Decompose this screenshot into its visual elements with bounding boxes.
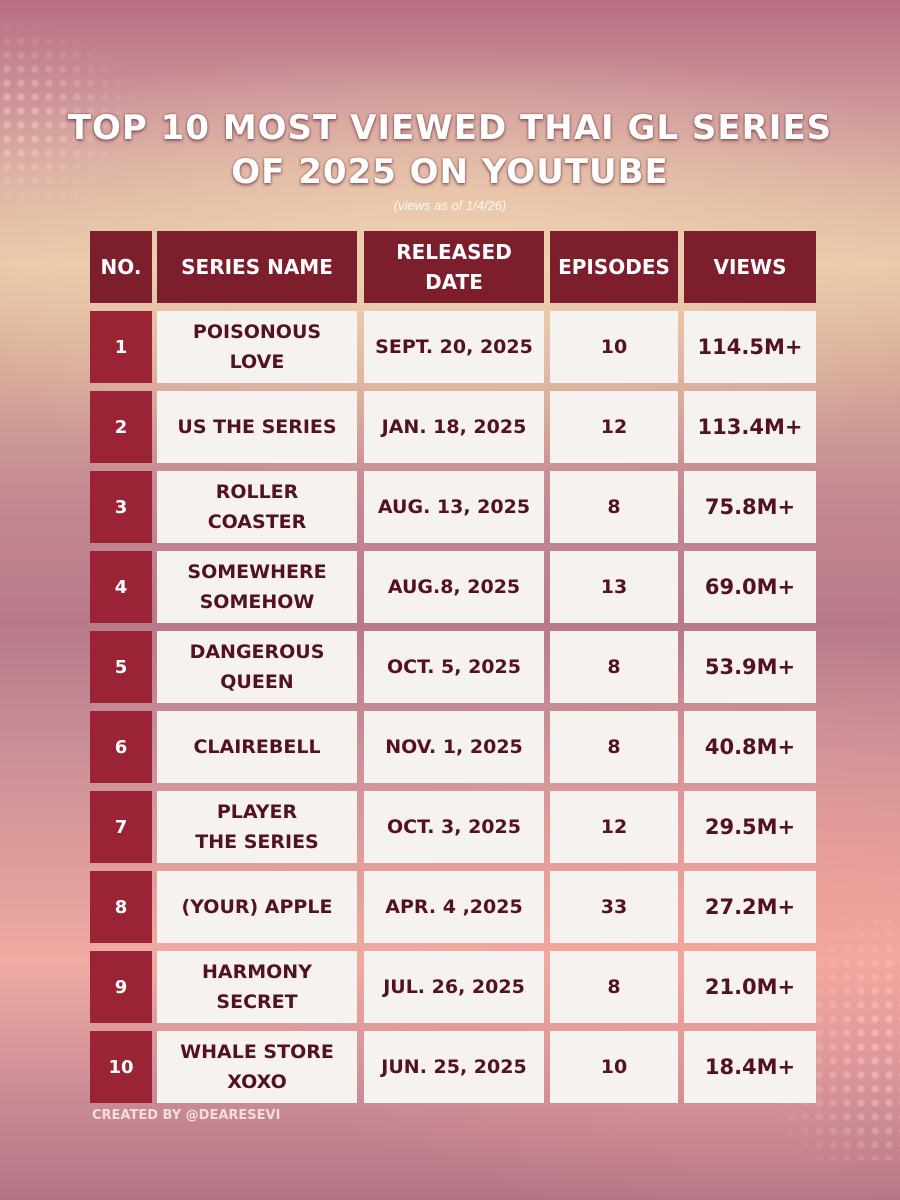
header-no: NO. bbox=[90, 231, 152, 303]
rank-number: 2 bbox=[90, 391, 152, 463]
series-name-line-1: WHALE STORE bbox=[180, 1041, 334, 1063]
series-name: PLAYER THE SERIES bbox=[157, 791, 357, 863]
halftone-dots-decoration bbox=[770, 900, 900, 1160]
title-line-2: OF 2025 ON YOUTUBE bbox=[231, 152, 669, 192]
header-date-line-2: DATE bbox=[425, 270, 483, 294]
series-name-line-1: POISONOUS bbox=[192, 321, 322, 343]
released-date: SEPT. 20, 2025 bbox=[364, 311, 544, 383]
released-date: JUL. 26, 2025 bbox=[364, 951, 544, 1023]
table-row: 8 (YOUR) APPLE APR. 4 ,2025 33 27.2M+ bbox=[90, 871, 816, 943]
episode-count: 13 bbox=[550, 551, 678, 623]
released-date: OCT. 3, 2025 bbox=[364, 791, 544, 863]
series-name: US THE SERIES bbox=[157, 391, 357, 463]
rank-number: 8 bbox=[90, 871, 152, 943]
released-date: JUN. 25, 2025 bbox=[364, 1031, 544, 1103]
released-date: JAN. 18, 2025 bbox=[364, 391, 544, 463]
rank-number: 3 bbox=[90, 471, 152, 543]
series-name-line-1: (YOUR) APPLE bbox=[181, 896, 333, 918]
page-subtitle: (views as of 1/4/26) bbox=[393, 198, 507, 213]
rank-number: 5 bbox=[90, 631, 152, 703]
episode-count: 12 bbox=[550, 791, 678, 863]
episode-count: 8 bbox=[550, 631, 678, 703]
released-date: AUG. 13, 2025 bbox=[364, 471, 544, 543]
table-row: 6 CLAIREBELL NOV. 1, 2025 8 40.8M+ bbox=[90, 711, 816, 783]
series-name: (YOUR) APPLE bbox=[157, 871, 357, 943]
series-name-line-2: SOMEHOW bbox=[199, 591, 315, 613]
table-row: 7 PLAYER THE SERIES OCT. 3, 2025 12 29.5M+ bbox=[90, 791, 816, 863]
table-row: 4 SOMEWHERE SOMEHOW AUG.8, 2025 13 69.0M+ bbox=[90, 551, 816, 623]
episode-count: 33 bbox=[550, 871, 678, 943]
series-name: CLAIREBELL bbox=[157, 711, 357, 783]
view-count: 29.5M+ bbox=[684, 791, 816, 863]
view-count: 114.5M+ bbox=[684, 311, 816, 383]
series-name-line-1: ROLLER bbox=[215, 481, 299, 503]
rank-number: 10 bbox=[90, 1031, 152, 1103]
view-count: 53.9M+ bbox=[684, 631, 816, 703]
episode-count: 8 bbox=[550, 471, 678, 543]
series-name: ROLLER COASTER bbox=[157, 471, 357, 543]
rank-number: 1 bbox=[90, 311, 152, 383]
series-name: HARMONY SECRET bbox=[157, 951, 357, 1023]
ranking-table: NO. SERIES NAME RELEASED DATE EPISODES V… bbox=[90, 231, 816, 1103]
series-name: POISONOUS LOVE bbox=[157, 311, 357, 383]
page-title: TOP 10 MOST VIEWED THAI GL SERIES OF 202… bbox=[0, 106, 900, 194]
rank-number: 4 bbox=[90, 551, 152, 623]
series-name: SOMEWHERE SOMEHOW bbox=[157, 551, 357, 623]
released-date: AUG.8, 2025 bbox=[364, 551, 544, 623]
view-count: 113.4M+ bbox=[684, 391, 816, 463]
rank-number: 7 bbox=[90, 791, 152, 863]
series-name-line-2: XOXO bbox=[227, 1071, 287, 1093]
header-date-line-1: RELEASED bbox=[396, 240, 512, 264]
series-name-line-2: QUEEN bbox=[220, 671, 294, 693]
series-name-line-2: LOVE bbox=[229, 351, 285, 373]
episode-count: 10 bbox=[550, 1031, 678, 1103]
series-name-line-1: CLAIREBELL bbox=[193, 736, 321, 758]
table-row: 2 US THE SERIES JAN. 18, 2025 12 113.4M+ bbox=[90, 391, 816, 463]
table-row: 10 WHALE STORE XOXO JUN. 25, 2025 10 18.4M+ bbox=[90, 1031, 816, 1103]
series-name-line-2: SECRET bbox=[216, 991, 298, 1013]
episode-count: 10 bbox=[550, 311, 678, 383]
table-header: NO. SERIES NAME RELEASED DATE EPISODES V… bbox=[90, 231, 816, 303]
series-name-line-1: HARMONY bbox=[202, 961, 312, 983]
table-row: 5 DANGEROUS QUEEN OCT. 5, 2025 8 53.9M+ bbox=[90, 631, 816, 703]
episode-count: 12 bbox=[550, 391, 678, 463]
series-name-line-1: US THE SERIES bbox=[177, 416, 337, 438]
rank-number: 9 bbox=[90, 951, 152, 1023]
series-name: WHALE STORE XOXO bbox=[157, 1031, 357, 1103]
series-name: DANGEROUS QUEEN bbox=[157, 631, 357, 703]
series-name-line-2: COASTER bbox=[207, 511, 307, 533]
header-series-name: SERIES NAME bbox=[157, 231, 357, 303]
view-count: 21.0M+ bbox=[684, 951, 816, 1023]
view-count: 69.0M+ bbox=[684, 551, 816, 623]
title-line-1: TOP 10 MOST VIEWED THAI GL SERIES bbox=[67, 108, 833, 148]
series-name-line-1: DANGEROUS bbox=[189, 641, 325, 663]
series-name-line-1: PLAYER bbox=[216, 801, 298, 823]
table-row: 9 HARMONY SECRET JUL. 26, 2025 8 21.0M+ bbox=[90, 951, 816, 1023]
released-date: NOV. 1, 2025 bbox=[364, 711, 544, 783]
table-row: 1 POISONOUS LOVE SEPT. 20, 2025 10 114.5M+ bbox=[90, 311, 816, 383]
view-count: 18.4M+ bbox=[684, 1031, 816, 1103]
halftone-dots-decoration bbox=[0, 20, 140, 220]
view-count: 75.8M+ bbox=[684, 471, 816, 543]
creator-credit: CREATED BY @DEARESEVI bbox=[92, 1108, 281, 1123]
episode-count: 8 bbox=[550, 951, 678, 1023]
series-name-line-1: SOMEWHERE bbox=[187, 561, 327, 583]
table-row: 3 ROLLER COASTER AUG. 13, 2025 8 75.8M+ bbox=[90, 471, 816, 543]
series-name-line-2: THE SERIES bbox=[195, 831, 319, 853]
rank-number: 6 bbox=[90, 711, 152, 783]
released-date: APR. 4 ,2025 bbox=[364, 871, 544, 943]
episode-count: 8 bbox=[550, 711, 678, 783]
view-count: 27.2M+ bbox=[684, 871, 816, 943]
header-released-date: RELEASED DATE bbox=[364, 231, 544, 303]
released-date: OCT. 5, 2025 bbox=[364, 631, 544, 703]
header-views: VIEWS bbox=[684, 231, 816, 303]
header-episodes: EPISODES bbox=[550, 231, 678, 303]
view-count: 40.8M+ bbox=[684, 711, 816, 783]
